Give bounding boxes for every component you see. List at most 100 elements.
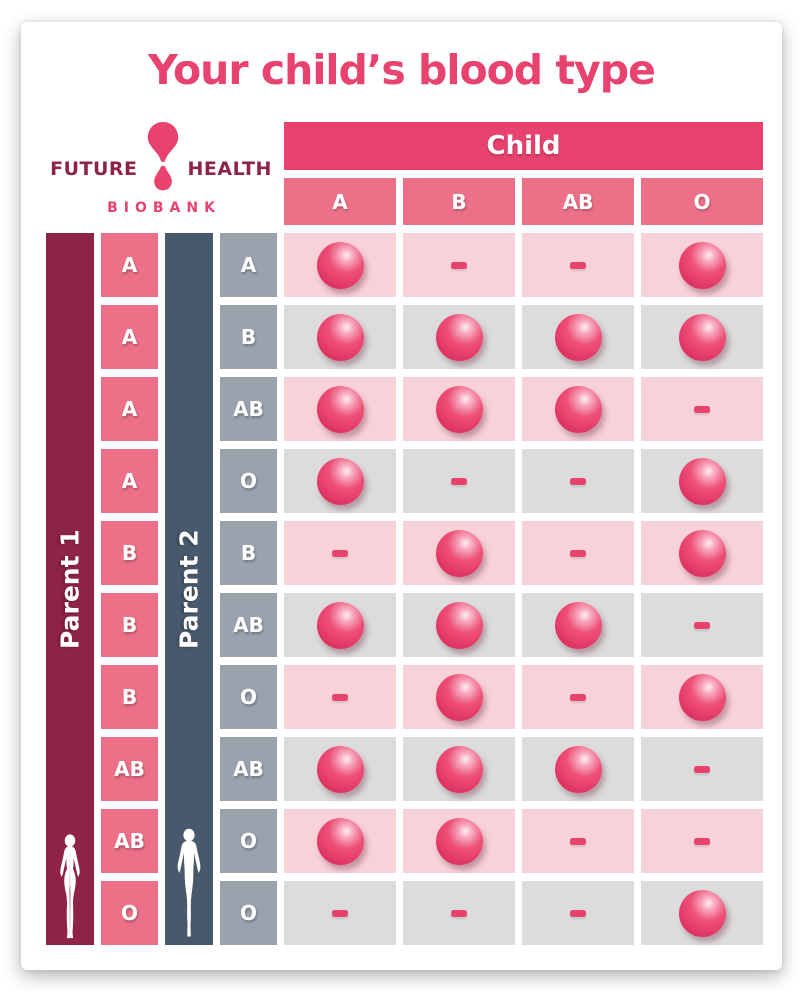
result-cell — [284, 881, 396, 945]
result-cell — [641, 881, 763, 945]
possible-dot — [678, 889, 726, 937]
result-cell — [641, 593, 763, 657]
blood-type-label: B — [121, 541, 138, 565]
parent1-cell: A — [101, 233, 158, 297]
result-cell — [522, 305, 634, 369]
blood-type-label: O — [239, 901, 257, 925]
result-cell — [641, 737, 763, 801]
possible-dot — [435, 313, 483, 361]
female-figure-icon — [60, 834, 80, 939]
parent2-cell: O — [220, 881, 277, 945]
logo-word-future: FUTURE — [50, 158, 138, 180]
parent2-cell: O — [220, 809, 277, 873]
possible-dot — [316, 241, 364, 289]
result-cell — [284, 521, 396, 585]
result-cell — [522, 665, 634, 729]
possible-dot — [678, 673, 726, 721]
blood-drop-icon — [147, 122, 178, 191]
not-possible-dash — [332, 909, 348, 917]
column-header-b: B — [403, 178, 515, 225]
result-cell — [284, 665, 396, 729]
blood-type-label: O — [239, 469, 257, 493]
possible-dot — [435, 817, 483, 865]
blood-type-label: AB — [233, 397, 264, 421]
blood-type-label: A — [240, 253, 257, 277]
parent1-cell: B — [101, 593, 158, 657]
result-cell — [284, 449, 396, 513]
blood-type-label: B — [121, 685, 138, 709]
parent2-cell: B — [220, 305, 277, 369]
result-cell — [403, 881, 515, 945]
possible-dot — [435, 385, 483, 433]
possible-dot — [435, 745, 483, 793]
possible-dot — [554, 601, 602, 649]
result-cell — [403, 233, 515, 297]
blood-type-label: A — [121, 253, 138, 277]
parent2-cell: AB — [220, 377, 277, 441]
parent1-cell: A — [101, 449, 158, 513]
not-possible-dash — [451, 909, 467, 917]
not-possible-dash — [694, 837, 710, 845]
parent2-cell: AB — [220, 593, 277, 657]
result-cell — [284, 809, 396, 873]
not-possible-dash — [570, 549, 586, 557]
logo-row: FUTURE HEALTH — [50, 122, 271, 194]
parent2-cell: O — [220, 665, 277, 729]
possible-dot — [316, 457, 364, 505]
result-cell — [522, 809, 634, 873]
result-cell — [522, 521, 634, 585]
blood-type-label: O — [120, 901, 138, 925]
parent1-cell: B — [101, 665, 158, 729]
result-cell — [522, 377, 634, 441]
not-possible-dash — [570, 477, 586, 485]
possible-dot — [678, 529, 726, 577]
blood-type-label: B — [240, 325, 257, 349]
not-possible-dash — [570, 837, 586, 845]
column-header-o: O — [641, 178, 763, 225]
not-possible-dash — [332, 549, 348, 557]
not-possible-dash — [570, 693, 586, 701]
result-cell — [284, 377, 396, 441]
parent2-cell: O — [220, 449, 277, 513]
possible-dot — [678, 457, 726, 505]
not-possible-dash — [332, 693, 348, 701]
blood-type-label: A — [121, 397, 138, 421]
blood-type-label: B — [240, 541, 257, 565]
blood-type-label: AB — [114, 757, 145, 781]
page-title: Your child’s blood type — [148, 46, 656, 94]
blood-type-label: O — [239, 685, 257, 709]
result-cell — [641, 233, 763, 297]
not-possible-dash — [694, 765, 710, 773]
column-header-ab: AB — [522, 178, 634, 225]
result-cell — [284, 593, 396, 657]
logo-word-health: HEALTH — [187, 158, 272, 180]
parent2-cell: A — [220, 233, 277, 297]
result-cell — [403, 377, 515, 441]
column-header-a: A — [284, 178, 396, 225]
parent1-cell: O — [101, 881, 158, 945]
result-cell — [403, 449, 515, 513]
child-header: Child — [284, 122, 763, 170]
result-cell — [641, 305, 763, 369]
result-cell — [641, 377, 763, 441]
result-cell — [284, 305, 396, 369]
parent2-cell: AB — [220, 737, 277, 801]
parent1-bar: Parent 1 — [46, 233, 94, 945]
blood-type-label: B — [121, 613, 138, 637]
parent1-cell: A — [101, 305, 158, 369]
blood-type-label: AB — [114, 829, 145, 853]
possible-dot — [316, 817, 364, 865]
blood-type-label: A — [121, 325, 138, 349]
result-cell — [403, 305, 515, 369]
future-health-biobank-logo: FUTURE HEALTH BIOBANK — [50, 122, 271, 216]
result-cell — [522, 737, 634, 801]
result-cell — [403, 593, 515, 657]
possible-dot — [554, 313, 602, 361]
result-cell — [522, 881, 634, 945]
parent1-cell: B — [101, 521, 158, 585]
not-possible-dash — [694, 621, 710, 629]
result-cell — [641, 449, 763, 513]
result-cell — [284, 233, 396, 297]
blood-type-grid: Child A B AB O Parent 1 Parent 2 A A A B A AB… — [46, 122, 763, 945]
